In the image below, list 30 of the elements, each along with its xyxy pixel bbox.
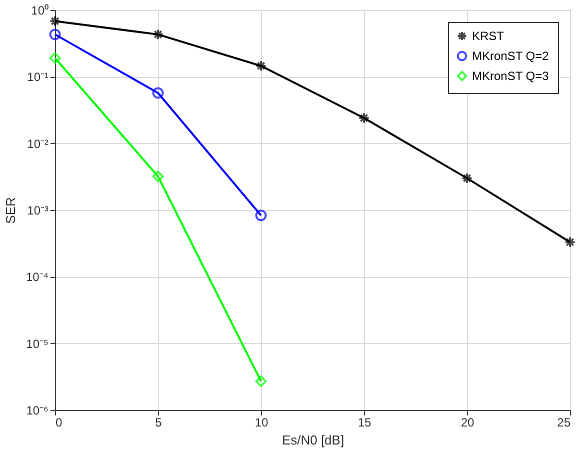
x-tick-label: 10: [254, 416, 268, 430]
point: [255, 376, 267, 387]
legend-label: KRST: [472, 29, 505, 43]
point: [358, 112, 370, 124]
y-tick-label: 10⁻³: [27, 204, 49, 218]
y-tick-label: 10⁻⁴: [26, 270, 48, 284]
x-axis-title: Es/N0 [dB]: [282, 432, 344, 448]
point: [49, 15, 61, 27]
point: [49, 52, 61, 64]
point: [152, 170, 164, 182]
y-tick-label: 10⁻⁵: [26, 336, 49, 351]
y-axis-title: SER: [2, 197, 18, 224]
legend-label: MKronST Q=3: [472, 69, 550, 83]
x-tick-label: 0: [56, 416, 62, 430]
point: [152, 87, 164, 99]
point: [461, 172, 473, 184]
point: [255, 60, 267, 72]
x-tick-label: 25: [557, 416, 571, 430]
y-tick-label: 10⁰: [31, 4, 48, 18]
point: [152, 28, 164, 40]
y-tick-label: 10⁻²: [27, 136, 49, 151]
x-tick-label: 15: [358, 416, 372, 430]
point: [255, 210, 267, 222]
point: [564, 236, 576, 248]
y-tick-label: 10⁻¹: [27, 70, 49, 84]
point: [49, 28, 61, 40]
x-tick-label: 20: [460, 416, 474, 430]
y-tick-label: 10⁻⁶: [26, 404, 49, 418]
x-tick-label: 5: [155, 416, 162, 430]
legend-label: MKronST Q=2: [472, 49, 550, 63]
